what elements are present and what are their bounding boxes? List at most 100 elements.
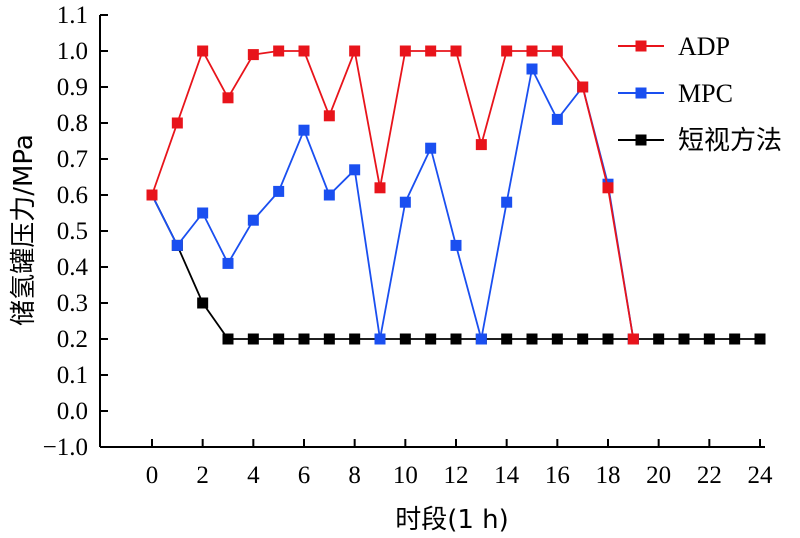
data-point [247,333,259,345]
legend-marker [635,134,647,146]
data-point [349,45,361,57]
data-point [298,333,310,345]
y-tick-label: 0.4 [57,254,89,281]
data-point [298,124,310,136]
data-point [551,113,563,125]
legend-entry: 短视方法 [618,126,782,155]
x-tick-label: 8 [348,462,361,489]
legend-marker [635,87,647,99]
data-point [273,45,285,57]
x-tick-label: 6 [298,462,311,489]
y-tick-label: 0.7 [57,146,88,173]
x-tick-label: 14 [494,462,520,489]
data-point [197,45,209,57]
x-tick-label: 22 [697,462,722,489]
data-point [323,110,335,122]
data-point [678,333,690,345]
series-1 [146,63,639,345]
legend-entry: ADP [618,32,730,61]
data-point [399,333,411,345]
data-point [298,45,310,57]
data-point [349,164,361,176]
series-line [151,194,760,340]
data-point [526,63,538,75]
y-tick-label: 0.9 [57,74,88,101]
y-tick-label: 0.1 [57,362,88,389]
data-point [501,45,513,57]
data-point [222,333,234,345]
x-axis-title: 时段(1 h) [395,505,509,535]
data-point [247,49,259,61]
data-point [171,117,183,129]
data-point [399,45,411,57]
x-tick-label: 24 [748,462,774,489]
data-point [399,196,411,208]
data-point [222,257,234,269]
data-point [551,333,563,345]
y-tick-label: −1.0 [43,434,88,461]
series-line [151,66,635,340]
y-tick-label: 0.5 [57,218,88,245]
x-tick-label: 18 [596,462,621,489]
data-point [602,182,614,194]
data-point [703,333,715,345]
data-point [501,333,513,345]
y-tick-label: 0.3 [57,290,88,317]
data-point [501,196,513,208]
series-2 [146,189,766,345]
data-point [323,189,335,201]
data-point [273,333,285,345]
x-tick-label: 4 [247,462,260,489]
data-point [247,214,259,226]
legend-entry: MPC [618,79,733,108]
data-point [349,333,361,345]
data-point [146,189,158,201]
data-point [754,333,766,345]
data-point [602,333,614,345]
x-tick-label: 12 [444,462,469,489]
axes: −1.0 0.0 0.1 0.2 0.3 0.4 0.5 0.6 0.7 0.8 0.9 1.0 1.1… [43,2,773,489]
data-point [577,333,589,345]
y-tick-label: 0.8 [57,110,88,137]
y-axis-title: 储氢罐压力/MPa [9,134,39,326]
legend-label: 短视方法 [678,126,782,155]
data-point [450,333,462,345]
data-point [551,45,563,57]
x-tick-label: 10 [393,462,418,489]
data-point [627,333,639,345]
legend-label: ADP [678,32,730,61]
data-point [374,182,386,194]
data-point [273,185,285,197]
y-tick-label: 1.1 [57,2,88,29]
y-tick-label: 0.2 [57,326,88,353]
y-tick-label: 0.0 [57,398,88,425]
y-tick-label: 0.6 [57,182,88,209]
data-point [729,333,741,345]
x-tick-label: 16 [545,462,570,489]
data-point [475,139,487,151]
data-point [425,142,437,154]
data-point [653,333,665,345]
data-point [526,45,538,57]
data-point [450,45,462,57]
legend: ADP MPC 短视方法 [618,32,782,155]
data-point [197,207,209,219]
legend-label: MPC [678,79,733,108]
data-point [374,333,386,345]
data-point [425,45,437,57]
data-point [171,239,183,251]
data-point [222,92,234,104]
series-0 [146,45,639,345]
legend-marker [635,40,647,52]
x-tick-label: 20 [646,462,671,489]
data-point [425,333,437,345]
data-point [577,81,589,93]
data-point [475,333,487,345]
data-point [526,333,538,345]
data-point [197,297,209,309]
data-point [323,333,335,345]
data-point [450,239,462,251]
y-tick-label: 1.0 [57,38,88,65]
x-tick-label: 0 [146,462,159,489]
